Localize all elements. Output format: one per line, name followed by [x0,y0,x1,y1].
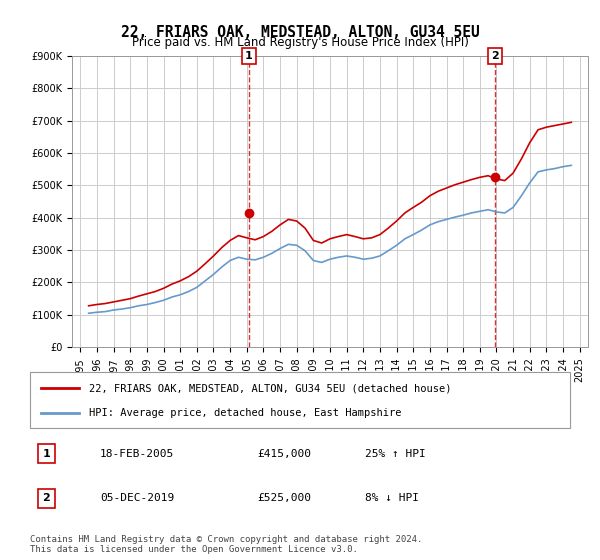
Text: £415,000: £415,000 [257,449,311,459]
Text: 8% ↓ HPI: 8% ↓ HPI [365,493,419,503]
Text: 22, FRIARS OAK, MEDSTEAD, ALTON, GU34 5EU (detached house): 22, FRIARS OAK, MEDSTEAD, ALTON, GU34 5E… [89,383,452,393]
Text: 1: 1 [245,51,253,61]
Text: £525,000: £525,000 [257,493,311,503]
FancyBboxPatch shape [30,372,570,428]
Text: 05-DEC-2019: 05-DEC-2019 [100,493,175,503]
Text: 1: 1 [43,449,50,459]
Text: Price paid vs. HM Land Registry's House Price Index (HPI): Price paid vs. HM Land Registry's House … [131,36,469,49]
Text: 2: 2 [491,51,499,61]
Text: HPI: Average price, detached house, East Hampshire: HPI: Average price, detached house, East… [89,408,402,418]
Text: 18-FEB-2005: 18-FEB-2005 [100,449,175,459]
Text: 2: 2 [43,493,50,503]
Text: 22, FRIARS OAK, MEDSTEAD, ALTON, GU34 5EU: 22, FRIARS OAK, MEDSTEAD, ALTON, GU34 5E… [121,25,479,40]
Text: Contains HM Land Registry data © Crown copyright and database right 2024.
This d: Contains HM Land Registry data © Crown c… [30,535,422,554]
Text: 25% ↑ HPI: 25% ↑ HPI [365,449,425,459]
